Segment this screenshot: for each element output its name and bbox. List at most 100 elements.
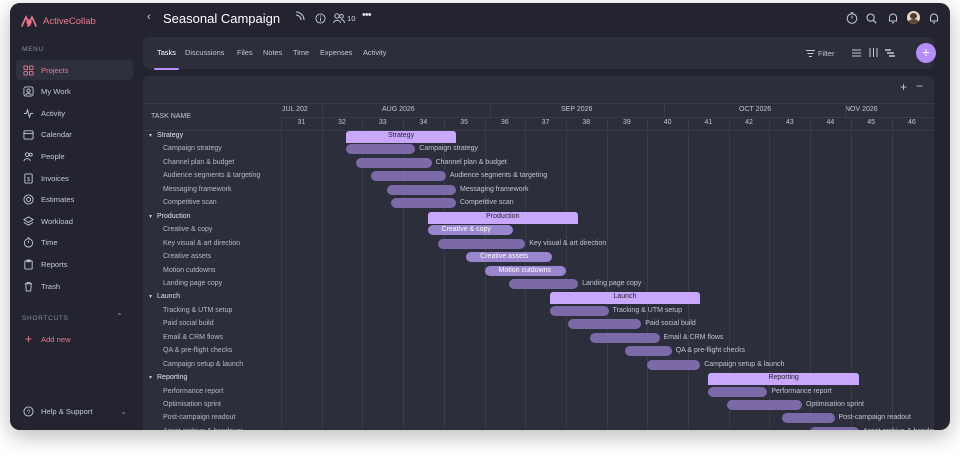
- tab-notes[interactable]: Notes: [263, 48, 283, 57]
- tab-activity[interactable]: Activity: [363, 48, 387, 57]
- task-bar[interactable]: Motion cutdowns: [484, 265, 566, 276]
- task-row-label[interactable]: Performance report: [163, 387, 224, 395]
- tab-tasks[interactable]: Tasks: [154, 37, 179, 70]
- group-bar-underline: [708, 383, 859, 386]
- task-bar[interactable]: [590, 332, 660, 343]
- week-label: 31: [297, 119, 306, 126]
- task-row-label[interactable]: Creative & copy: [163, 226, 213, 234]
- task-bar[interactable]: [356, 157, 432, 168]
- task-row-label[interactable]: Campaign strategy: [163, 145, 222, 153]
- zoom-in-button[interactable]: +: [900, 80, 908, 94]
- task-name-column-header: TASK NAME: [151, 113, 191, 120]
- task-row-label[interactable]: Competitive scan: [163, 199, 217, 207]
- task-row-label[interactable]: Email & CRM flows: [163, 333, 223, 341]
- task-row-label[interactable]: Messaging framework: [163, 185, 232, 193]
- sidebar-item-workload[interactable]: Workload: [16, 211, 133, 231]
- sidebar-item-calendar[interactable]: Calendar: [16, 125, 133, 145]
- stopwatch-icon[interactable]: [846, 12, 858, 24]
- task-bar[interactable]: Creative assets: [466, 252, 552, 263]
- group-row-label[interactable]: Reporting: [157, 374, 188, 382]
- task-row-label[interactable]: QA & pre-flight checks: [163, 347, 233, 355]
- task-bar[interactable]: [647, 359, 701, 370]
- sidebar-item-trash[interactable]: Trash: [16, 276, 133, 296]
- task-row-label[interactable]: Audience segments & targeting: [163, 172, 261, 180]
- columns-view-icon[interactable]: [869, 48, 878, 57]
- tab-files[interactable]: Files: [237, 48, 253, 57]
- bell-outline-icon[interactable]: [888, 12, 898, 24]
- group-row-label[interactable]: Production: [157, 212, 191, 220]
- tab-expenses[interactable]: Expenses: [320, 48, 353, 57]
- info-icon[interactable]: [315, 13, 326, 24]
- sidebar-item-my-work[interactable]: My Work: [16, 82, 133, 102]
- sidebar-item-invoices[interactable]: $ Invoices: [16, 168, 133, 188]
- task-row-label[interactable]: Optimisation sprint: [163, 401, 221, 408]
- app-logo[interactable]: ActiveCollab: [20, 11, 96, 31]
- task-row-label[interactable]: Paid social build: [163, 320, 214, 328]
- filter-icon[interactable]: [806, 50, 815, 57]
- task-row-label[interactable]: Landing page copy: [163, 279, 223, 287]
- task-bar[interactable]: [508, 278, 579, 289]
- avatar[interactable]: [907, 11, 920, 24]
- collapse-triangle-icon[interactable]: ▾: [149, 375, 153, 382]
- rss-icon[interactable]: [295, 11, 305, 21]
- sidebar-item-activity[interactable]: Activity: [16, 103, 133, 123]
- grid-column-line: [321, 117, 323, 430]
- task-row-label[interactable]: Post-campaign readout: [163, 414, 236, 422]
- tab-time[interactable]: Time: [293, 48, 310, 57]
- list-view-icon[interactable]: [852, 49, 861, 57]
- group-summary-bar[interactable]: Launch: [549, 292, 701, 303]
- sidebar-item-people[interactable]: People: [16, 146, 133, 166]
- task-row-label[interactable]: Asset archive & handover: [163, 428, 243, 430]
- task-bar-label: Campaign strategy: [419, 145, 479, 153]
- group-summary-bar[interactable]: Strategy: [346, 131, 456, 141]
- more-options-icon[interactable]: •••: [362, 9, 372, 21]
- timeline-view-icon[interactable]: [885, 49, 895, 57]
- task-bar[interactable]: [390, 198, 456, 209]
- filter-button[interactable]: Filter: [818, 49, 835, 58]
- task-bar[interactable]: [624, 346, 672, 357]
- group-row-label[interactable]: Launch: [157, 293, 180, 301]
- task-bar[interactable]: [708, 386, 768, 397]
- sidebar-item-time[interactable]: Time: [16, 233, 133, 253]
- task-row-label[interactable]: Campaign setup & launch: [163, 360, 244, 368]
- tab-discussions[interactable]: Discussions: [185, 48, 225, 57]
- collapse-triangle-icon[interactable]: ▾: [149, 133, 153, 139]
- task-row-label[interactable]: Key visual & art direction: [163, 239, 241, 247]
- sidebar-item-estimates[interactable]: Estimates: [16, 190, 133, 210]
- group-row-label[interactable]: Strategy: [157, 132, 184, 139]
- shortcuts-collapse-icon[interactable]: ⌃: [116, 312, 123, 321]
- collapse-triangle-icon[interactable]: ▾: [149, 213, 153, 220]
- group-bar-underline: [346, 141, 456, 143]
- add-new-button[interactable]: + Add new: [16, 329, 133, 349]
- group-bar-underline: [549, 302, 701, 305]
- help-support-button[interactable]: ? Help & Support ⌄: [16, 401, 133, 421]
- group-summary-bar[interactable]: Production: [427, 211, 579, 222]
- task-bar[interactable]: [386, 184, 456, 195]
- search-icon[interactable]: [866, 13, 877, 24]
- group-summary-bar[interactable]: Reporting: [708, 373, 859, 384]
- task-row-label[interactable]: Tracking & UTM setup: [163, 306, 233, 314]
- task-bar[interactable]: [726, 400, 802, 410]
- task-bar[interactable]: [549, 305, 609, 316]
- task-bar[interactable]: [781, 413, 835, 424]
- task-row-label[interactable]: Motion cutdowns: [163, 266, 216, 274]
- add-task-button[interactable]: +: [916, 43, 936, 63]
- zoom-out-button[interactable]: −: [916, 79, 924, 93]
- task-bar[interactable]: [567, 319, 642, 330]
- sidebar-item-reports[interactable]: Reports: [16, 254, 133, 274]
- month-label: NOV 2026: [845, 106, 878, 113]
- task-bar[interactable]: Creative & copy: [427, 225, 513, 236]
- task-bar[interactable]: [437, 238, 526, 249]
- collapse-triangle-icon[interactable]: ▾: [149, 294, 153, 301]
- task-bar-label: Channel plan & budget: [435, 158, 507, 166]
- task-bar[interactable]: [810, 426, 859, 430]
- notifications-bell-icon[interactable]: [929, 12, 939, 24]
- task-bar[interactable]: [346, 144, 416, 155]
- back-chevron-icon[interactable]: ‹: [147, 11, 151, 23]
- sidebar-item-label: Reports: [41, 259, 68, 269]
- task-row-label[interactable]: Channel plan & budget: [163, 158, 235, 166]
- sidebar-item-projects[interactable]: Projects: [16, 60, 133, 80]
- task-bar[interactable]: [370, 171, 446, 182]
- members-icon[interactable]: [333, 13, 345, 24]
- task-row-label[interactable]: Creative assets: [163, 253, 212, 261]
